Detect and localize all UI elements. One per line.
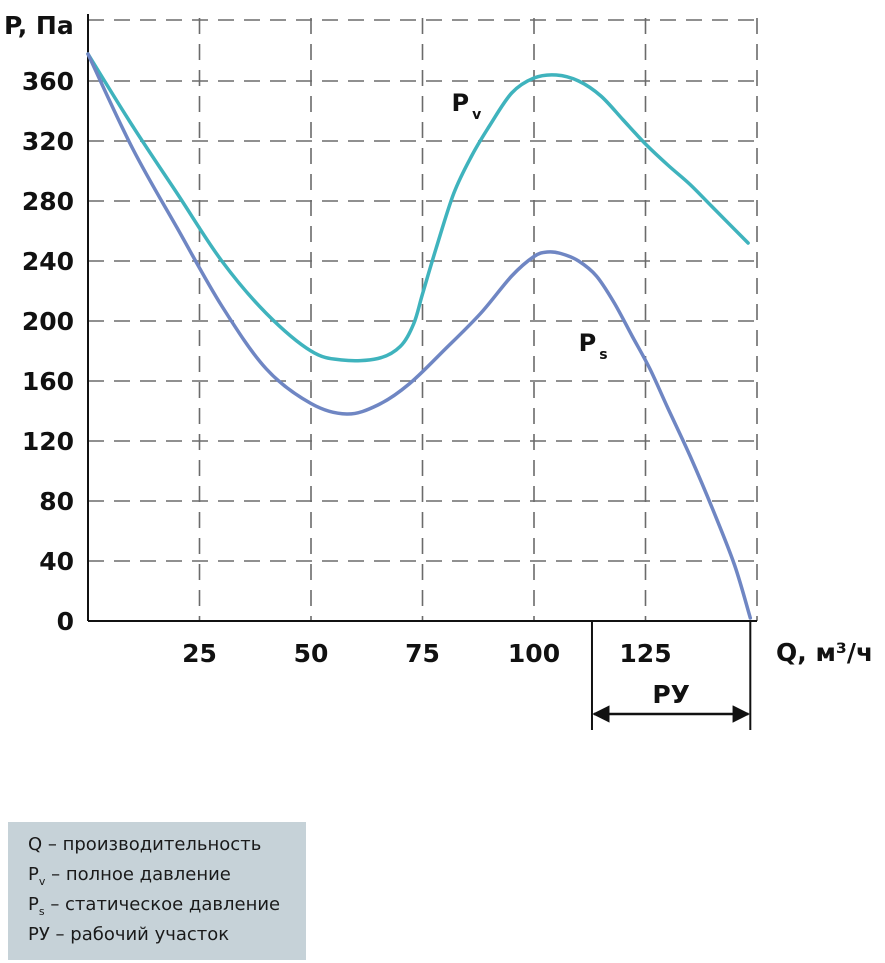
y-tick-label: 40 (39, 547, 74, 576)
y-tick-label: 240 (22, 247, 74, 276)
y-tick-label: 160 (22, 367, 74, 396)
y-tick-label: 0 (57, 607, 74, 636)
x-axis-title: Q, м³/ч (776, 638, 873, 667)
y-tick-label: 320 (22, 127, 74, 156)
series-line-pv (86, 52, 750, 363)
legend-item-ps: Ps – статическое давление (28, 890, 306, 920)
x-tick-label: 25 (182, 639, 217, 668)
working-range-marker (590, 621, 752, 730)
legend-item-q: Q – производительность (28, 830, 306, 860)
series-lines (86, 52, 753, 620)
y-tick-label: 200 (22, 307, 74, 336)
legend-subscript: s (38, 905, 45, 918)
x-tick-label: 125 (619, 639, 671, 668)
working-range-label: РУ (652, 680, 690, 709)
y-tick-labels: 0 40 80 120 160 200 240 280 320 360 (22, 67, 74, 636)
x-tick-label: 50 (294, 639, 329, 668)
legend-text: – статическое давление (44, 894, 281, 915)
legend-text: – полное давление (45, 864, 231, 885)
grid-lines (88, 18, 758, 621)
y-tick-label: 360 (22, 67, 74, 96)
x-tick-label: 75 (405, 639, 440, 668)
y-tick-label: 120 (22, 427, 74, 456)
x-tick-labels: 25 50 75 100 125 (182, 639, 671, 668)
axes (87, 14, 757, 622)
legend-item-pv: Pv – полное давление (28, 860, 306, 890)
legend-subscript: v (38, 875, 46, 888)
y-tick-label: 280 (22, 187, 74, 216)
legend-text: Q – производительность (28, 834, 262, 855)
legend-text: РУ – рабочий участок (28, 924, 230, 945)
legend-symbol: P (28, 894, 39, 915)
legend: Q – производительность Pv – полное давле… (8, 822, 306, 960)
y-tick-label: 80 (39, 487, 74, 516)
legend-item-ru: РУ – рабочий участок (28, 920, 306, 950)
legend-symbol: P (28, 864, 39, 885)
series-line-ps (86, 52, 753, 620)
y-axis-title: P, Па (4, 11, 74, 40)
x-tick-label: 100 (508, 639, 560, 668)
